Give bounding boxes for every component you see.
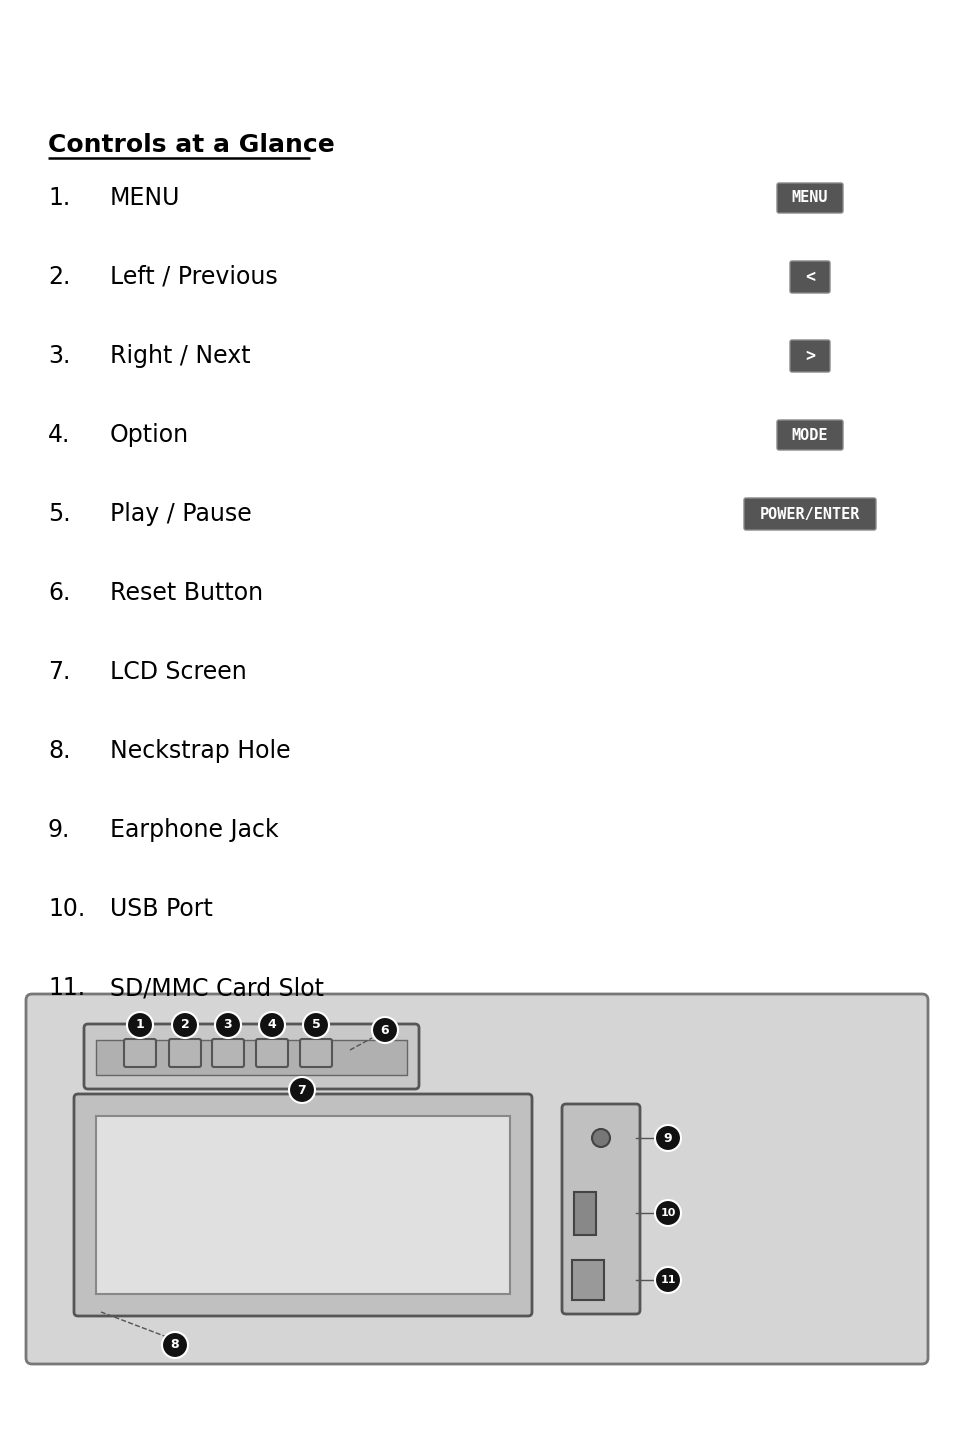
Text: <: < [804,268,814,285]
Text: MENU: MENU [110,185,180,210]
Text: 4: 4 [268,1019,276,1032]
Text: 2: 2 [180,1019,190,1032]
Text: 10: 10 [659,1208,675,1219]
Circle shape [172,1011,198,1037]
Text: 1: 1 [135,1019,144,1032]
FancyBboxPatch shape [789,261,829,293]
Text: Coby Electronics Corporation: Coby Electronics Corporation [655,1406,896,1424]
Circle shape [127,1011,152,1037]
Text: Left / Previous: Left / Previous [110,265,277,288]
Bar [572,1261,603,1300]
Bar [96,1040,407,1075]
Circle shape [592,1129,609,1148]
Text: USB Port: USB Port [110,897,213,922]
Text: 7: 7 [297,1084,306,1097]
Text: Right / Next: Right / Next [110,343,251,368]
Text: Neckstrap Hole: Neckstrap Hole [110,739,291,764]
Text: Controls at a Glance: Controls at a Glance [48,133,335,156]
Text: SD/MMC Card Slot: SD/MMC Card Slot [110,977,324,1000]
Text: Reset Button: Reset Button [110,581,263,606]
Circle shape [289,1077,314,1103]
Text: MODE: MODE [791,427,827,442]
Circle shape [372,1017,397,1043]
FancyBboxPatch shape [26,994,927,1364]
Text: 2.: 2. [48,265,71,288]
Text: 10.: 10. [48,897,85,922]
Text: 6: 6 [380,1023,389,1036]
Text: 5: 5 [312,1019,320,1032]
Text: 8.: 8. [48,739,71,764]
FancyBboxPatch shape [561,1104,639,1314]
FancyBboxPatch shape [124,1039,156,1066]
Text: Play / Pause: Play / Pause [110,501,252,526]
Text: 3.: 3. [48,343,71,368]
Text: >: > [804,346,814,365]
FancyBboxPatch shape [743,498,875,530]
FancyBboxPatch shape [169,1039,201,1066]
Circle shape [655,1200,680,1226]
Circle shape [214,1011,241,1037]
Circle shape [162,1332,188,1358]
Text: 5.: 5. [48,501,71,526]
Text: 11: 11 [659,1275,675,1285]
Text: 6.: 6. [48,581,71,606]
FancyBboxPatch shape [74,1094,532,1316]
Text: LCD Screen: LCD Screen [110,659,247,684]
FancyBboxPatch shape [84,1024,418,1090]
FancyBboxPatch shape [776,420,842,451]
Text: 9: 9 [663,1132,672,1145]
Circle shape [258,1011,285,1037]
Text: 1.: 1. [48,185,71,210]
Bar [574,1193,596,1235]
Text: Earphone Jack: Earphone Jack [110,819,278,842]
Text: 11.: 11. [48,977,85,1000]
Text: 3: 3 [223,1019,233,1032]
FancyBboxPatch shape [212,1039,244,1066]
Text: 9.: 9. [48,819,71,842]
Text: 7.: 7. [48,659,71,684]
Circle shape [655,1266,680,1293]
Text: POWER/ENTER: POWER/ENTER [759,507,860,522]
FancyBboxPatch shape [299,1039,332,1066]
Text: 8: 8 [171,1339,179,1352]
Text: Getting Started: Getting Started [317,28,636,62]
FancyBboxPatch shape [776,183,842,213]
Circle shape [303,1011,329,1037]
FancyBboxPatch shape [255,1039,288,1066]
Text: Page 12: Page 12 [57,1406,125,1424]
Text: Option: Option [110,423,189,446]
FancyBboxPatch shape [789,341,829,372]
Text: 4.: 4. [48,423,71,446]
Circle shape [655,1124,680,1151]
Text: MENU: MENU [791,190,827,206]
Bar [96,1116,510,1294]
